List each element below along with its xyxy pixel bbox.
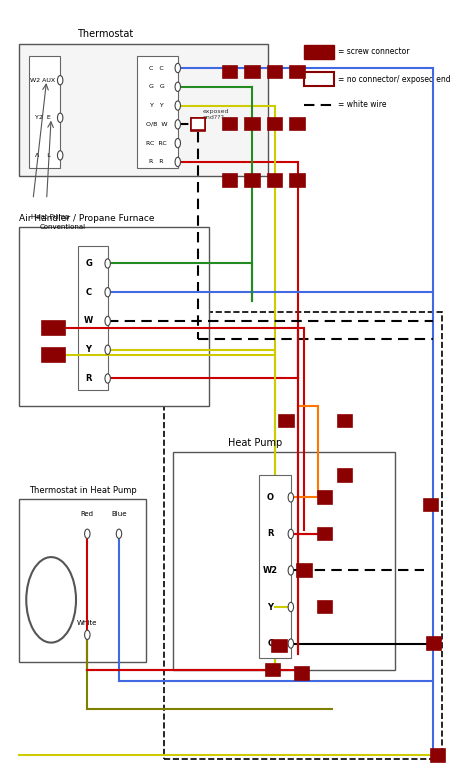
Bar xyxy=(245,175,260,187)
Text: O/B  W: O/B W xyxy=(146,122,167,127)
Bar xyxy=(164,312,442,759)
Text: Y   Y: Y Y xyxy=(150,103,164,108)
Text: Heat Pump: Heat Pump xyxy=(31,214,69,220)
Circle shape xyxy=(175,139,181,147)
Circle shape xyxy=(57,76,63,85)
Text: Y: Y xyxy=(86,346,91,354)
Circle shape xyxy=(105,259,110,268)
Text: R   R: R R xyxy=(149,159,164,165)
Text: Λ    L: Λ L xyxy=(35,153,51,158)
Bar xyxy=(318,491,332,504)
Bar xyxy=(338,470,352,482)
Circle shape xyxy=(26,557,76,643)
Text: = no connector/ exposed end: = no connector/ exposed end xyxy=(338,75,451,83)
Bar xyxy=(318,528,332,541)
Text: exposed
end???: exposed end??? xyxy=(203,109,229,120)
Text: Heat Pump: Heat Pump xyxy=(228,438,282,448)
Circle shape xyxy=(105,288,110,297)
Bar xyxy=(42,321,65,335)
Text: = screw connector: = screw connector xyxy=(338,48,410,56)
Bar xyxy=(265,664,280,676)
Bar xyxy=(291,66,305,78)
Bar xyxy=(191,118,205,130)
Text: Thermostat: Thermostat xyxy=(77,30,134,40)
Circle shape xyxy=(105,317,110,325)
Circle shape xyxy=(57,151,63,160)
Circle shape xyxy=(84,529,90,538)
Text: White: White xyxy=(77,620,98,626)
Circle shape xyxy=(175,158,181,167)
Circle shape xyxy=(288,493,293,502)
Circle shape xyxy=(57,113,63,122)
Text: C: C xyxy=(267,639,273,648)
Bar xyxy=(42,348,65,362)
Text: Blue: Blue xyxy=(111,512,127,517)
Text: Air Handler / Propane Furnace: Air Handler / Propane Furnace xyxy=(19,214,155,223)
Bar xyxy=(268,66,282,78)
Bar xyxy=(191,118,205,130)
Text: Y: Y xyxy=(267,602,273,612)
Bar xyxy=(78,246,108,390)
Bar xyxy=(19,227,210,406)
Circle shape xyxy=(288,639,293,648)
Circle shape xyxy=(105,374,110,383)
Bar xyxy=(272,640,287,652)
Circle shape xyxy=(116,529,122,538)
Text: C   C: C C xyxy=(149,66,164,70)
Bar xyxy=(304,72,334,86)
Bar xyxy=(430,749,445,761)
Text: W2: W2 xyxy=(263,566,278,575)
Circle shape xyxy=(175,82,181,91)
Bar xyxy=(279,415,293,427)
Bar xyxy=(291,175,305,187)
Bar xyxy=(318,601,332,613)
Text: Thermostat in Heat Pump: Thermostat in Heat Pump xyxy=(29,486,137,495)
Bar xyxy=(245,66,260,78)
Bar xyxy=(245,118,260,130)
Bar xyxy=(19,44,268,176)
Text: Conventional: Conventional xyxy=(40,225,86,230)
Circle shape xyxy=(288,602,293,612)
Circle shape xyxy=(175,101,181,110)
Bar xyxy=(223,175,237,187)
Bar xyxy=(137,56,178,168)
Bar xyxy=(295,668,310,680)
Text: Red: Red xyxy=(81,512,94,517)
Text: O: O xyxy=(267,493,274,502)
Text: C: C xyxy=(85,288,91,296)
Text: G   G: G G xyxy=(149,84,164,89)
Bar xyxy=(268,175,282,187)
Bar xyxy=(424,499,438,512)
Bar xyxy=(19,499,146,662)
Bar xyxy=(223,66,237,78)
Circle shape xyxy=(175,119,181,129)
Circle shape xyxy=(84,630,90,640)
Bar xyxy=(427,637,441,650)
Bar xyxy=(28,56,60,168)
Circle shape xyxy=(105,345,110,354)
Circle shape xyxy=(288,566,293,575)
Text: R: R xyxy=(267,530,273,538)
Circle shape xyxy=(175,63,181,73)
Bar xyxy=(223,118,237,130)
Bar xyxy=(259,476,291,658)
Bar xyxy=(291,118,305,130)
Bar xyxy=(173,452,395,670)
Circle shape xyxy=(288,530,293,539)
Bar xyxy=(304,45,334,59)
Bar xyxy=(268,118,282,130)
Bar xyxy=(338,415,352,427)
Text: W2 AUX: W2 AUX xyxy=(30,78,55,83)
Text: = white wire: = white wire xyxy=(338,101,387,109)
Text: Y2  E: Y2 E xyxy=(35,115,51,120)
Text: W: W xyxy=(84,317,93,325)
Text: R: R xyxy=(85,374,92,383)
Bar xyxy=(297,564,311,576)
Text: G: G xyxy=(85,259,92,268)
Text: RC  RC: RC RC xyxy=(146,140,167,146)
